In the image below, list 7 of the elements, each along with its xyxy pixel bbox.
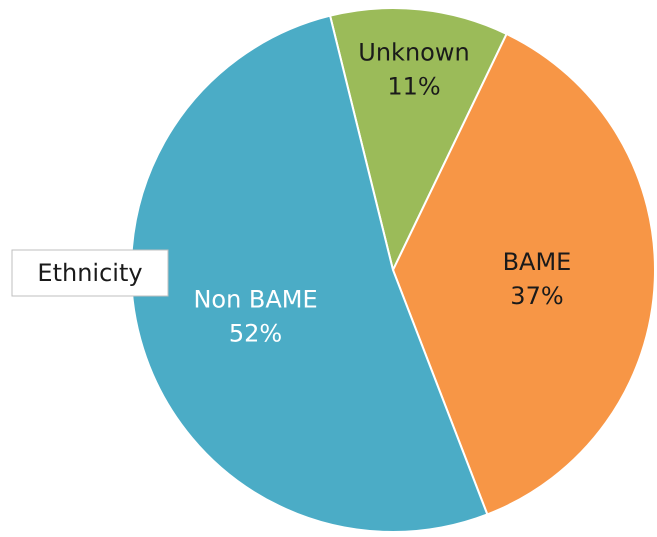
slice-label: BAME: [502, 248, 572, 276]
slice-label: Non BAME: [193, 285, 318, 314]
data-label: 37%: [510, 282, 564, 310]
text: Ethnicity: [37, 259, 143, 287]
slice-label: Unknown: [358, 38, 470, 67]
data-label: 52%: [228, 319, 282, 348]
data-label: 11%: [387, 72, 441, 101]
